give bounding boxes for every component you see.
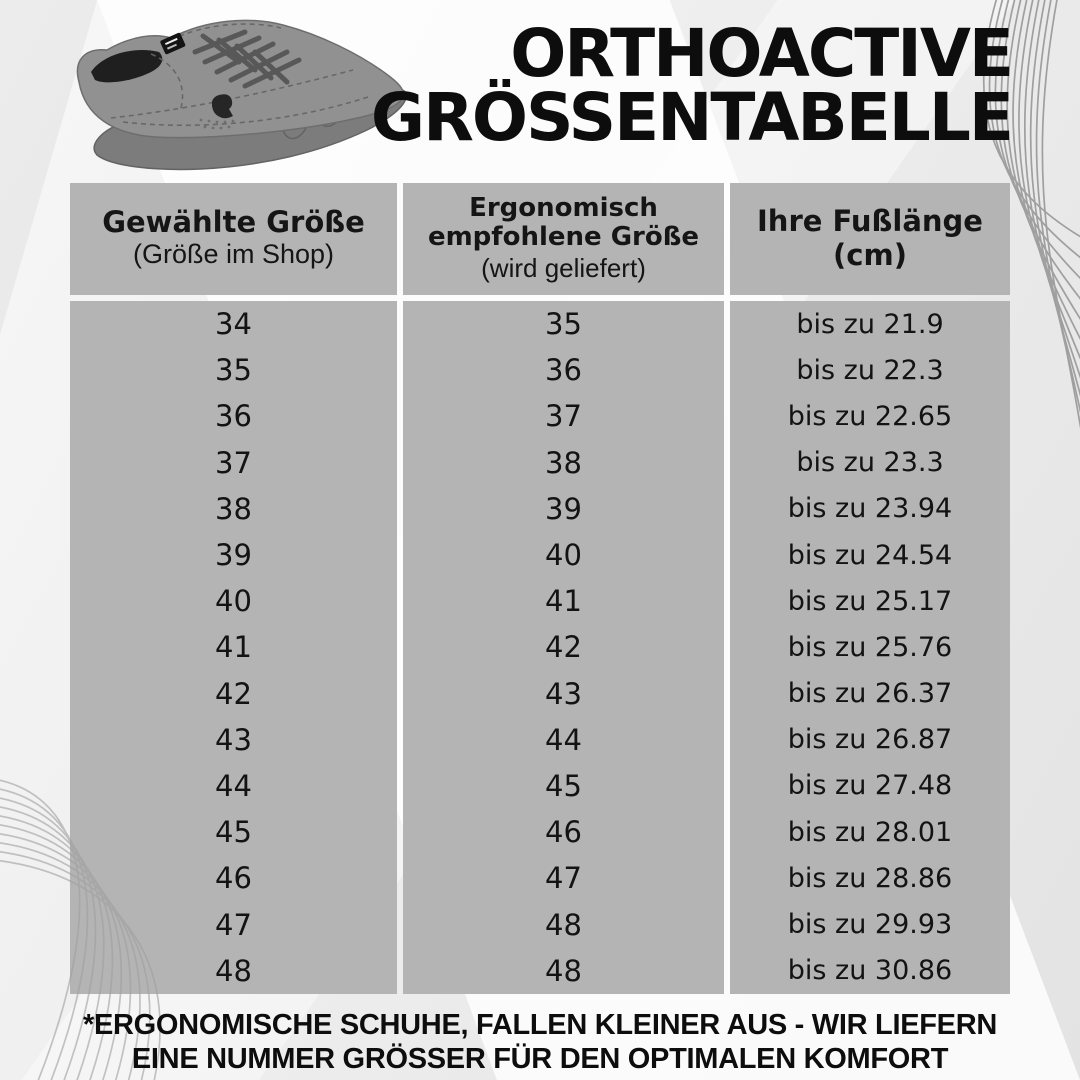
title-line-1: ORTHOACTIVE (510, 15, 1014, 92)
size-cell: 40 (215, 584, 252, 619)
foot-length-cell: bis zu 25.76 (787, 631, 953, 663)
size-cell: 48 (545, 907, 582, 942)
footer-note: *ERGONOMISCHE SCHUHE, FALLEN KLEINER AUS… (0, 1008, 1080, 1076)
page-title: ORTHOACTIVE GRÖSSENTABELLE (370, 15, 1014, 156)
size-cell: 42 (215, 676, 252, 711)
header-title: Ergonomisch empfohlene Größe (427, 192, 700, 252)
size-cell: 35 (215, 353, 252, 388)
table-header-row: Gewählte Größe (Größe im Shop) Ergonomis… (70, 183, 1010, 295)
footer-line-2: EINE NUMMER GRÖSSER FÜR DEN OPTIMALEN KO… (131, 1043, 949, 1075)
size-cell: 35 (545, 307, 582, 342)
header-foot-length: Ihre Fußlänge (cm) (730, 183, 1010, 295)
size-cell: 41 (545, 584, 582, 619)
foot-length-cell: bis zu 25.17 (787, 585, 953, 617)
foot-length-cell: bis zu 26.87 (787, 724, 953, 756)
size-cell: 42 (545, 630, 582, 665)
foot-length-cell: bis zu 24.54 (787, 539, 953, 571)
header-selected-size: Gewählte Größe (Größe im Shop) (70, 183, 397, 295)
size-cell: 44 (545, 722, 582, 757)
size-cell: 45 (545, 768, 582, 803)
header-subtitle: (cm) (833, 238, 907, 273)
size-cell: 48 (545, 953, 582, 988)
size-cell: 38 (545, 445, 582, 480)
footer-line-1: *ERGONOMISCHE SCHUHE, FALLEN KLEINER AUS… (83, 1009, 997, 1041)
foot-length-cell: bis zu 22.3 (796, 354, 944, 386)
size-cell: 40 (545, 538, 582, 573)
foot-length-cell: bis zu 23.3 (796, 447, 944, 479)
foot-length-cell: bis zu 29.93 (787, 909, 953, 941)
size-cell: 37 (215, 445, 252, 480)
header-title: Gewählte Größe (102, 204, 365, 239)
foot-length-cell: bis zu 30.86 (787, 955, 953, 987)
size-cell: 37 (545, 399, 582, 434)
foot-length-cell: bis zu 28.01 (787, 816, 953, 848)
size-cell: 36 (215, 399, 252, 434)
size-cell: 46 (545, 815, 582, 850)
foot-length-cell: bis zu 22.65 (787, 400, 953, 432)
size-cell: 34 (215, 307, 252, 342)
foot-length-cell: bis zu 23.94 (787, 493, 953, 525)
shoe-image (76, 19, 407, 171)
foot-length-cell: bis zu 27.48 (787, 770, 953, 802)
title-line-2: GRÖSSENTABELLE (370, 79, 1014, 156)
size-cell: 41 (215, 630, 252, 665)
foot-length-cell: bis zu 28.86 (787, 862, 953, 894)
size-cell: 36 (545, 353, 582, 388)
header-recommended-size: Ergonomisch empfohlene Größe (wird gelie… (403, 183, 724, 295)
size-cell: 39 (215, 538, 252, 573)
size-cell: 38 (215, 491, 252, 526)
size-cell: 39 (545, 491, 582, 526)
column-foot-length: bis zu 21.9 bis zu 22.3 bis zu 22.65 bis… (730, 301, 1010, 994)
foot-length-cell: bis zu 26.37 (787, 678, 953, 710)
column-recommended-size: 35 36 37 38 39 40 41 42 43 44 45 46 47 4… (403, 301, 724, 994)
foot-length-cell: bis zu 21.9 (796, 308, 944, 340)
size-cell: 43 (545, 676, 582, 711)
header-subtitle: (wird geliefert) (481, 252, 646, 283)
size-cell: 47 (545, 861, 582, 896)
header-subtitle: (Größe im Shop) (132, 239, 335, 270)
header-title: Ihre Fußlänge (757, 203, 983, 238)
